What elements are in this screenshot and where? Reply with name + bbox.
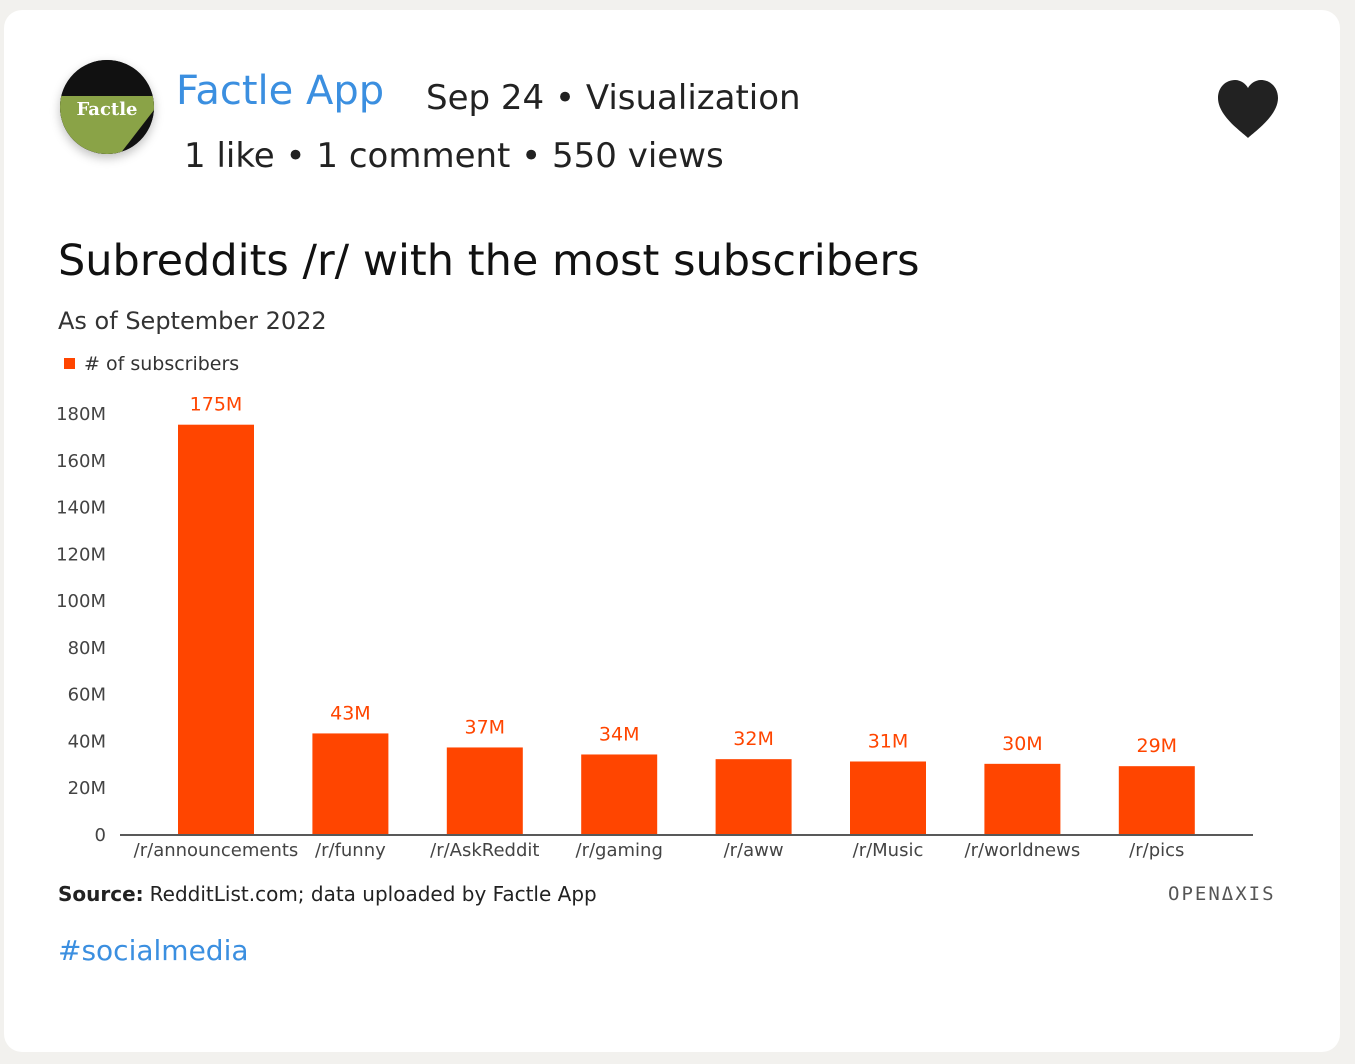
x-tick-label: /r/announcements xyxy=(134,840,299,861)
x-tick-label: /r/AskReddit xyxy=(430,840,539,861)
x-tick-label: /r/gaming xyxy=(576,840,663,861)
post-meta: Sep 24 • Visualization xyxy=(426,78,801,118)
author-name-link[interactable]: Factle App xyxy=(176,68,385,114)
x-tick-label: /r/aww xyxy=(724,840,784,861)
data-label: 29M xyxy=(1137,735,1178,757)
y-tick-label: 160M xyxy=(56,451,106,472)
bar xyxy=(178,424,254,834)
data-label: 31M xyxy=(868,730,909,752)
openaxis-logo: OPENΔXIS xyxy=(1168,883,1276,905)
like-button[interactable] xyxy=(1212,74,1284,146)
source-line: Source: RedditList.com; data uploaded by … xyxy=(58,882,597,906)
y-tick-label: 20M xyxy=(68,778,106,799)
y-tick-label: 180M xyxy=(56,404,106,425)
y-tick-label: 140M xyxy=(56,498,106,519)
heart-icon xyxy=(1218,80,1278,138)
source-text: RedditList.com; data uploaded by Factle … xyxy=(149,882,597,906)
factle-logo-icon: Factle xyxy=(60,60,154,154)
data-label: 30M xyxy=(1002,733,1043,755)
data-label: 175M xyxy=(190,394,243,416)
y-tick-label: 100M xyxy=(56,591,106,612)
y-tick-label: 0 xyxy=(95,825,106,846)
y-tick-label: 120M xyxy=(56,544,106,565)
bar xyxy=(312,733,389,834)
bar xyxy=(581,754,658,834)
data-label: 32M xyxy=(733,728,774,750)
y-tick-label: 40M xyxy=(68,731,106,752)
bar xyxy=(850,761,926,834)
bar xyxy=(446,747,523,834)
hashtag-link[interactable]: #socialmedia xyxy=(58,934,249,967)
bar xyxy=(984,763,1061,834)
legend-label: # of subscribers xyxy=(84,353,239,375)
bar xyxy=(1118,766,1195,834)
source-label: Source: xyxy=(58,882,144,906)
x-tick-label: /r/pics xyxy=(1129,840,1184,861)
author-avatar[interactable]: Factle xyxy=(60,60,154,154)
bar-chart: # of subscribers 0 20M 40M 60M 80M 100M 120M 140… xyxy=(56,353,1253,861)
legend-marker xyxy=(64,358,75,369)
post-stats: 1 like • 1 comment • 550 views xyxy=(184,136,724,176)
data-label: 34M xyxy=(599,723,640,745)
y-tick-label: 80M xyxy=(68,638,106,659)
data-label: 43M xyxy=(330,702,371,724)
x-tick-label: /r/funny xyxy=(315,840,386,861)
x-tick-label: /r/worldnews xyxy=(965,840,1081,861)
chart-subtitle: As of September 2022 xyxy=(58,307,327,335)
y-tick-label: 60M xyxy=(68,685,106,706)
avatar-logo-text: Factle xyxy=(76,99,137,120)
bar xyxy=(715,759,792,834)
x-tick-label: /r/Music xyxy=(853,840,924,861)
chart-title: Subreddits /r/ with the most subscribers xyxy=(58,236,920,286)
data-label: 37M xyxy=(465,716,506,738)
